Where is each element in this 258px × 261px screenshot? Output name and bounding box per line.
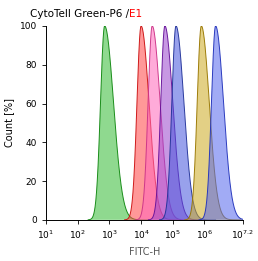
- Polygon shape: [185, 26, 241, 220]
- Polygon shape: [159, 26, 216, 220]
- Polygon shape: [199, 26, 255, 220]
- Polygon shape: [125, 26, 181, 220]
- X-axis label: FITC-H: FITC-H: [128, 247, 160, 257]
- Text: CytoTell Green-P6 /: CytoTell Green-P6 /: [30, 9, 129, 19]
- Y-axis label: Count [%]: Count [%]: [4, 98, 14, 147]
- Polygon shape: [148, 26, 205, 220]
- Polygon shape: [136, 26, 192, 220]
- Text: E1: E1: [129, 9, 142, 19]
- Polygon shape: [88, 26, 149, 220]
